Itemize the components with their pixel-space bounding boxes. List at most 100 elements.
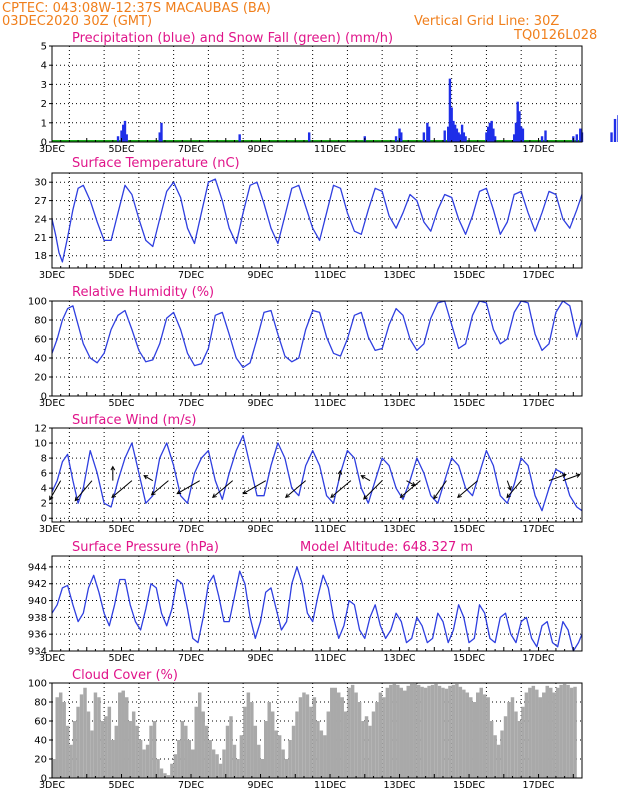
wind-arrow-head	[110, 465, 116, 471]
cloud-bar	[503, 716, 508, 778]
cloud-bar	[260, 759, 264, 778]
cloud-bar	[441, 687, 445, 778]
rh-ytick-label: 80	[34, 316, 47, 327]
cloud-bar	[552, 692, 556, 778]
wind-xtick-label: 11DEC	[314, 524, 346, 535]
cloud-bar	[305, 694, 310, 778]
cloud-bar	[562, 683, 567, 778]
cloud-bar	[364, 716, 369, 778]
cloud-bar	[343, 711, 348, 778]
cloud-bar	[437, 685, 442, 778]
cloud-bar	[86, 711, 91, 778]
wind-arrow	[506, 480, 512, 492]
cloud-bar	[111, 740, 115, 778]
precip-ytick-label: 4	[41, 61, 47, 72]
cloud-bar	[83, 687, 87, 778]
wind-arrow	[143, 475, 154, 482]
cloud-bar	[107, 706, 112, 778]
cloud-bar	[312, 697, 317, 778]
cloud-bar	[479, 687, 483, 778]
pres-xtick-label: 13DEC	[384, 653, 416, 664]
rh-xtick-label: 13DEC	[384, 398, 416, 409]
wind-arrow	[506, 480, 522, 499]
cloud-ytick-label: 20	[34, 755, 47, 766]
cloud-bar	[531, 685, 536, 778]
cloud-bar	[250, 702, 254, 778]
precip-title: Precipitation (blue) and Snow Fall (gree…	[72, 31, 393, 46]
cloud-bar	[326, 711, 331, 778]
wind-xtick-label: 13DEC	[384, 524, 416, 535]
cloud-bar	[486, 697, 490, 778]
cloud-bar	[573, 686, 577, 778]
wind-xtick-label: 9DEC	[248, 524, 274, 535]
cloud-bar	[396, 684, 400, 778]
cloud-bar	[187, 740, 192, 778]
precip-bar	[125, 134, 128, 142]
cloud-bar	[538, 697, 543, 778]
wind-arrow	[433, 480, 447, 500]
pres-title: Surface Pressure (hPa)	[72, 540, 219, 555]
precip-bar	[575, 134, 578, 142]
wind-arrow-shaft	[361, 475, 371, 482]
cloud-bar	[246, 692, 251, 778]
cloud-bar	[257, 744, 261, 778]
cloud-bar	[430, 684, 435, 778]
cloud-bar	[514, 711, 518, 778]
precip-bar	[490, 120, 493, 142]
pres-xtick-label: 15DEC	[453, 653, 485, 664]
model-altitude: Model Altitude: 648.327 m	[300, 540, 473, 555]
precip-xtick-label: 7DEC	[178, 144, 204, 155]
cloud-bar	[500, 730, 504, 778]
cloud-bar	[72, 721, 77, 778]
precip-bar	[516, 101, 519, 142]
wind-arrow-head	[143, 475, 149, 480]
cloud-bar	[114, 725, 119, 778]
wind-arrow-shaft	[151, 480, 169, 496]
precip-bar	[540, 136, 544, 142]
wind-arrow	[111, 480, 133, 499]
cloud-bar	[448, 685, 452, 778]
wind-ytick-label: 4	[41, 484, 47, 495]
header-code: TQ0126L028	[513, 28, 597, 43]
pres-ytick-label: 940	[28, 596, 47, 607]
pres-xtick-label: 3DEC	[39, 653, 65, 664]
cloud-bar	[253, 725, 258, 778]
precip-bar	[398, 128, 401, 142]
cloud-bar	[135, 725, 139, 778]
cloud-bar	[222, 749, 226, 778]
cloud-ytick-label: 100	[28, 679, 47, 690]
precip-bar	[116, 136, 120, 142]
cloud-bar	[118, 692, 122, 778]
cloud-bar	[548, 687, 553, 778]
cloud-xtick-label: 3DEC	[39, 780, 65, 791]
temp-xtick-label: 11DEC	[314, 270, 346, 281]
cloud-bar	[521, 706, 525, 778]
precip-bar	[427, 126, 431, 142]
pres-frame	[51, 555, 583, 652]
cloud-bar	[142, 749, 146, 778]
rh-ytick-label: 0	[41, 392, 47, 403]
cloud-bar	[319, 730, 324, 778]
cloud-bar	[357, 702, 362, 778]
wind-arrow-head	[74, 496, 80, 502]
cloud-bar	[208, 740, 212, 778]
cloud-bar	[270, 711, 275, 778]
cloud-bar	[361, 721, 365, 778]
cloud-bar	[524, 692, 529, 778]
cloud-bar	[385, 687, 390, 778]
cloud-bar	[79, 694, 84, 778]
cloud-bar	[229, 716, 233, 778]
wind-xtick-label: 17DEC	[523, 524, 555, 535]
precip-bar	[519, 126, 523, 142]
wind-ytick-label: 12	[34, 424, 47, 435]
cloud-bar	[204, 725, 209, 778]
cloud-bar	[52, 759, 56, 778]
cloud-bar	[159, 768, 164, 778]
pres-ytick-label: 936	[28, 630, 47, 641]
cloud-bar	[55, 697, 59, 778]
precip-bar	[460, 124, 464, 142]
precip-bar	[120, 130, 123, 142]
cloud-bar	[542, 692, 546, 778]
precip-bar	[443, 130, 446, 142]
wind-xtick-label: 15DEC	[453, 524, 485, 535]
